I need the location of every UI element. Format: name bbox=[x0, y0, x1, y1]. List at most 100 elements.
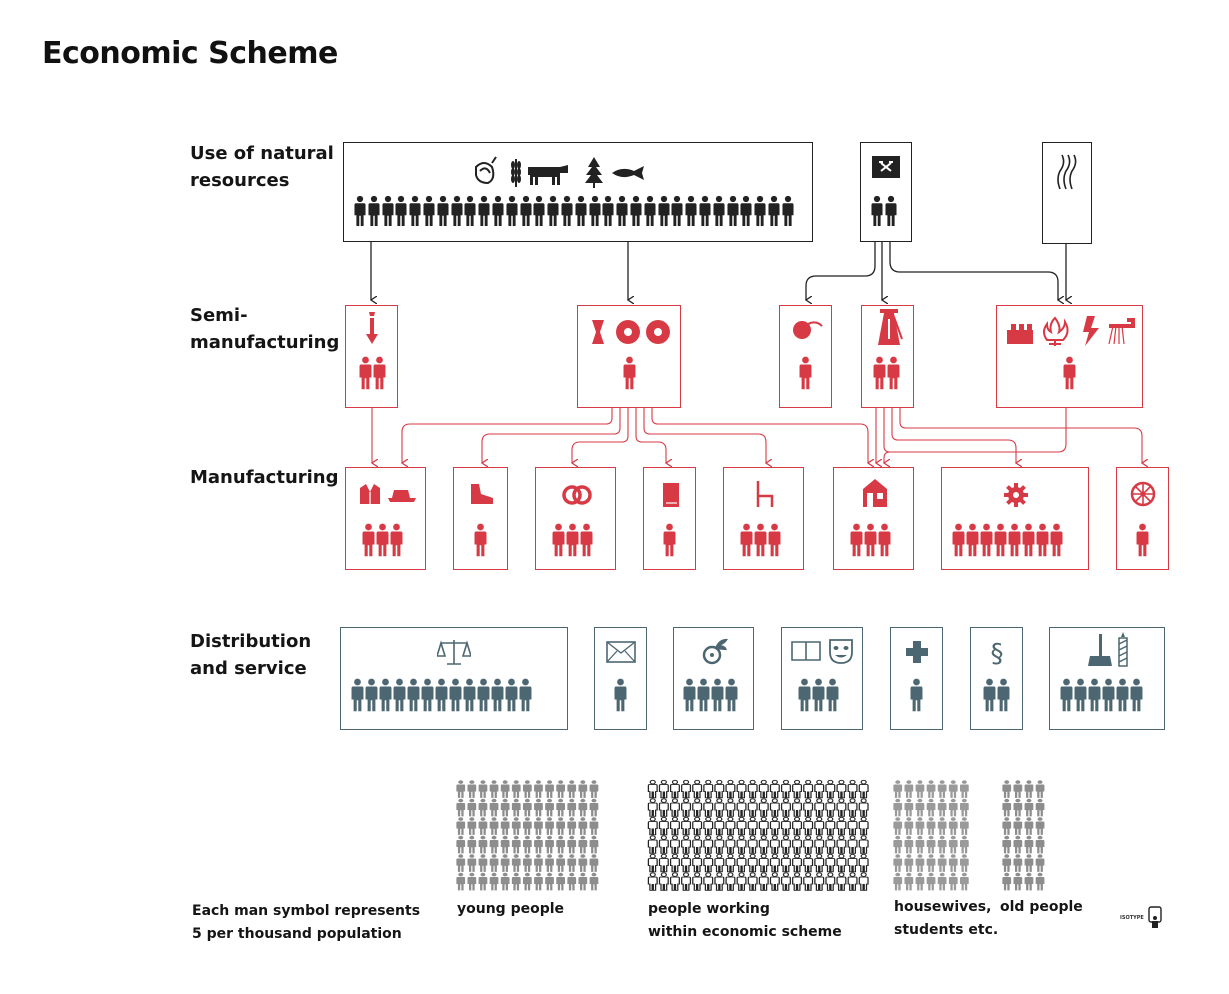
person-icon bbox=[552, 523, 565, 557]
person-icon bbox=[887, 356, 900, 390]
person-icon bbox=[1036, 523, 1049, 557]
paragraph-icon: § bbox=[991, 639, 1004, 668]
person-icon bbox=[713, 195, 725, 226]
person-icon bbox=[382, 195, 394, 226]
semi-box-furnace bbox=[345, 305, 398, 408]
dist-box-health bbox=[890, 627, 943, 730]
person-icon bbox=[1088, 678, 1101, 712]
arrow-mining-to-energy bbox=[889, 242, 1058, 300]
person-icon bbox=[354, 195, 366, 226]
person-icon bbox=[878, 523, 891, 557]
chair-workers bbox=[740, 523, 781, 557]
person-icon bbox=[351, 678, 364, 712]
arrow-textile-to-bread bbox=[572, 408, 629, 463]
person-icon bbox=[616, 195, 628, 226]
person-icon bbox=[983, 678, 996, 712]
person-icon bbox=[685, 195, 697, 226]
semi-box-energy bbox=[996, 305, 1143, 408]
person-icon bbox=[492, 195, 504, 226]
person-icon bbox=[871, 195, 883, 226]
person-icon bbox=[1074, 678, 1087, 712]
culture-workers bbox=[798, 678, 839, 712]
wheat-icon bbox=[511, 159, 521, 187]
gear-workers bbox=[952, 523, 1063, 557]
arrow-textile-to-house bbox=[651, 408, 868, 463]
person-icon bbox=[589, 195, 601, 226]
dist-box-transport bbox=[673, 627, 754, 730]
person-icon bbox=[449, 678, 462, 712]
person-icon bbox=[423, 195, 435, 226]
furnace-workers bbox=[359, 356, 386, 390]
textile-workers bbox=[623, 356, 636, 390]
person-icon bbox=[754, 523, 767, 557]
person-icon bbox=[1060, 678, 1073, 712]
dist-box-law: § bbox=[970, 627, 1023, 730]
person-icon bbox=[658, 195, 670, 226]
person-icon bbox=[826, 678, 839, 712]
arrow-textile-to-book bbox=[635, 408, 666, 463]
person-icon bbox=[464, 195, 476, 226]
arrow-textile-to-shoe bbox=[482, 408, 621, 463]
textile-icon bbox=[592, 320, 604, 344]
chemical-workers bbox=[799, 356, 812, 390]
scales-icon bbox=[437, 640, 471, 665]
arrow-textile-to-chair bbox=[643, 408, 766, 463]
shoe-icon bbox=[471, 484, 493, 504]
house-icon bbox=[863, 479, 887, 507]
person-icon bbox=[505, 678, 518, 712]
person-icon bbox=[873, 356, 886, 390]
person-icon bbox=[768, 523, 781, 557]
water-power-icon bbox=[1057, 154, 1077, 190]
person-icon bbox=[1130, 678, 1143, 712]
semi-box-spindle bbox=[861, 305, 914, 408]
person-icon bbox=[580, 523, 593, 557]
house-workers bbox=[850, 523, 891, 557]
person-icon bbox=[566, 523, 579, 557]
person-icon bbox=[561, 195, 573, 226]
person-icon bbox=[395, 195, 407, 226]
mfg-box-bread bbox=[535, 467, 616, 570]
arrow-textile-to-clothing bbox=[402, 408, 613, 463]
bread-icon bbox=[562, 485, 592, 505]
dist-box-culture bbox=[781, 627, 863, 730]
person-icon bbox=[368, 195, 380, 226]
person-icon bbox=[798, 678, 811, 712]
book-workers bbox=[663, 523, 676, 557]
person-icon bbox=[491, 678, 504, 712]
wheel-workers bbox=[1136, 523, 1149, 557]
gear-icon bbox=[1004, 483, 1028, 507]
spindle-icon bbox=[646, 320, 670, 344]
person-icon bbox=[1116, 678, 1129, 712]
mfg-box-shoe bbox=[453, 467, 508, 570]
person-icon bbox=[365, 678, 378, 712]
person-icon bbox=[451, 195, 463, 226]
person-icon bbox=[740, 195, 752, 226]
person-icon bbox=[663, 523, 676, 557]
electricity-icon bbox=[1083, 316, 1099, 346]
person-icon bbox=[812, 678, 825, 712]
person-icon bbox=[726, 195, 739, 226]
mfg-box-gear bbox=[941, 467, 1089, 570]
person-icon bbox=[952, 523, 965, 557]
cow-icon bbox=[528, 165, 568, 185]
legend-housewives-students: housewives, students etc. bbox=[894, 899, 999, 938]
wheel-icon bbox=[1130, 481, 1156, 507]
person-icon bbox=[630, 195, 642, 226]
chemical-icon bbox=[793, 321, 823, 339]
spindle-workers bbox=[873, 356, 900, 390]
person-icon bbox=[478, 195, 490, 226]
person-icon bbox=[421, 678, 434, 712]
book-open-icon bbox=[791, 641, 821, 661]
arrow-spindle-to-gear bbox=[891, 408, 1016, 463]
bread-workers bbox=[552, 523, 593, 557]
person-icon bbox=[980, 523, 993, 557]
law-workers bbox=[983, 678, 1010, 712]
person-icon bbox=[711, 678, 724, 712]
legend-people-working: people working within economic scheme bbox=[648, 901, 842, 940]
energy-workers bbox=[1063, 356, 1076, 390]
row-label-manufacturing: Manufacturing bbox=[190, 467, 339, 488]
person-icon bbox=[699, 195, 711, 226]
person-icon bbox=[393, 678, 406, 712]
clothing-icon bbox=[360, 484, 416, 504]
dist-box-domestic bbox=[1049, 627, 1165, 730]
